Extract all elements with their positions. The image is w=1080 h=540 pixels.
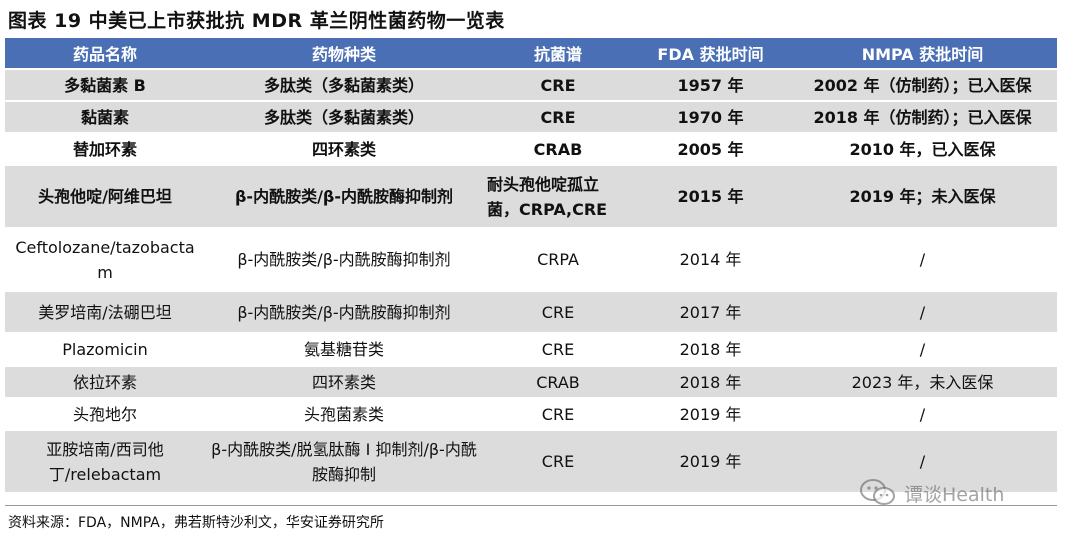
table-row: 头孢地尔 头孢菌素类 CRE 2019 年 / <box>5 398 1057 431</box>
table-row: 替加环素 四环素类 CRAB 2005 年 2010 年，已入医保 <box>5 133 1057 166</box>
drug-category-cell: β-内酰胺类/脱氢肽酶 I 抑制剂/β-内酰胺酶抑制 <box>205 430 483 494</box>
fda-approval-cell: 1970 年 <box>633 101 788 134</box>
drug-name-cell: 多黏菌素 B <box>5 69 205 102</box>
nmpa-approval-cell: 2002 年（仿制药）；已入医保 <box>788 69 1057 102</box>
drug-name-cell: 亚胺培南/西司他丁/relebactam <box>5 430 205 494</box>
table-bottom-rule <box>5 505 1057 506</box>
fda-approval-cell: 2014 年 <box>633 228 788 292</box>
drug-spectrum-cell: CRE <box>483 291 633 334</box>
fda-approval-cell: 1957 年 <box>633 69 788 102</box>
column-header-fda: FDA 获批时间 <box>633 38 788 70</box>
drug-spectrum-cell: CRE <box>483 69 633 102</box>
column-header-spectrum: 抗菌谱 <box>483 38 633 70</box>
source-note: 资料来源：FDA，NMPA，弗若斯特沙利文，华安证券研究所 <box>8 515 384 531</box>
drug-table-container: 药品名称 药物种类 抗菌谱 FDA 获批时间 NMPA 获批时间 多黏菌素 B … <box>5 38 1057 494</box>
nmpa-approval-cell: 2010 年，已入医保 <box>788 133 1057 166</box>
table-row: 依拉环素 四环素类 CRAB 2018 年 2023 年，未入医保 <box>5 366 1057 399</box>
nmpa-approval-cell: / <box>788 333 1057 367</box>
nmpa-approval-cell: / <box>788 430 1057 494</box>
fda-approval-cell: 2018 年 <box>633 333 788 367</box>
drug-spectrum-cell: CRE <box>483 101 633 134</box>
fda-approval-cell: 2005 年 <box>633 133 788 166</box>
drug-spectrum-cell: CRE <box>483 430 633 494</box>
drug-category-cell: 头孢菌素类 <box>205 398 483 431</box>
drug-category-cell: 多肽类（多黏菌素类） <box>205 101 483 134</box>
drug-table: 药品名称 药物种类 抗菌谱 FDA 获批时间 NMPA 获批时间 多黏菌素 B … <box>5 38 1057 494</box>
column-header-name: 药品名称 <box>5 38 205 70</box>
table-row: 美罗培南/法硼巴坦 β-内酰胺类/β-内酰胺酶抑制剂 CRE 2017 年 / <box>5 291 1057 334</box>
watermark-text: 谭谈Health <box>904 483 1005 506</box>
fda-approval-cell: 2015 年 <box>633 165 788 229</box>
column-header-nmpa: NMPA 获批时间 <box>788 38 1057 70</box>
drug-category-cell: 氨基糖苷类 <box>205 333 483 367</box>
fda-approval-cell: 2019 年 <box>633 430 788 494</box>
fda-approval-cell: 2017 年 <box>633 291 788 334</box>
nmpa-approval-cell: / <box>788 291 1057 334</box>
drug-name-cell: 头孢他啶/阿维巴坦 <box>5 165 205 229</box>
drug-category-cell: 多肽类（多黏菌素类） <box>205 69 483 102</box>
fda-approval-cell: 2019 年 <box>633 398 788 431</box>
drug-name-cell: 头孢地尔 <box>5 398 205 431</box>
wechat-icon <box>858 478 898 508</box>
nmpa-approval-cell: 2023 年，未入医保 <box>788 366 1057 399</box>
drug-spectrum-cell: CRE <box>483 333 633 367</box>
table-header-row: 药品名称 药物种类 抗菌谱 FDA 获批时间 NMPA 获批时间 <box>5 38 1057 70</box>
drug-category-cell: β-内酰胺类/β-内酰胺酶抑制剂 <box>205 165 483 229</box>
drug-name-cell: 替加环素 <box>5 133 205 166</box>
drug-spectrum-cell: CRE <box>483 398 633 431</box>
nmpa-approval-cell: 2018 年（仿制药）；已入医保 <box>788 101 1057 134</box>
table-row: 头孢他啶/阿维巴坦 β-内酰胺类/β-内酰胺酶抑制剂 耐头孢他啶孤立菌，CRPA… <box>5 165 1057 229</box>
nmpa-approval-cell: 2019 年；未入医保 <box>788 165 1057 229</box>
drug-spectrum-cell: CRAB <box>483 133 633 166</box>
drug-category-cell: β-内酰胺类/β-内酰胺酶抑制剂 <box>205 291 483 334</box>
drug-spectrum-cell: 耐头孢他啶孤立菌，CRPA,CRE <box>483 165 633 229</box>
column-header-category: 药物种类 <box>205 38 483 70</box>
watermark: 谭谈Health <box>858 478 1004 508</box>
table-row: 黏菌素 多肽类（多黏菌素类） CRE 1970 年 2018 年（仿制药）；已入… <box>5 101 1057 134</box>
drug-name-cell: 美罗培南/法硼巴坦 <box>5 291 205 334</box>
drug-category-cell: 四环素类 <box>205 366 483 399</box>
drug-category-cell: 四环素类 <box>205 133 483 166</box>
table-row: 亚胺培南/西司他丁/relebactam β-内酰胺类/脱氢肽酶 I 抑制剂/β… <box>5 430 1057 494</box>
drug-name-cell: 黏菌素 <box>5 101 205 134</box>
drug-name-cell: Ceftolozane/tazobactam <box>5 228 205 292</box>
nmpa-approval-cell: / <box>788 228 1057 292</box>
drug-spectrum-cell: CRPA <box>483 228 633 292</box>
table-row: 多黏菌素 B 多肽类（多黏菌素类） CRE 1957 年 2002 年（仿制药）… <box>5 69 1057 102</box>
nmpa-approval-cell: / <box>788 398 1057 431</box>
table-row: Ceftolozane/tazobactam β-内酰胺类/β-内酰胺酶抑制剂 … <box>5 228 1057 292</box>
drug-spectrum-cell: CRAB <box>483 366 633 399</box>
table-title: 图表 19 中美已上市获批抗 MDR 革兰阴性菌药物一览表 <box>8 10 505 32</box>
drug-name-cell: Plazomicin <box>5 333 205 367</box>
drug-category-cell: β-内酰胺类/β-内酰胺酶抑制剂 <box>205 228 483 292</box>
fda-approval-cell: 2018 年 <box>633 366 788 399</box>
drug-name-cell: 依拉环素 <box>5 366 205 399</box>
table-row: Plazomicin 氨基糖苷类 CRE 2018 年 / <box>5 333 1057 367</box>
